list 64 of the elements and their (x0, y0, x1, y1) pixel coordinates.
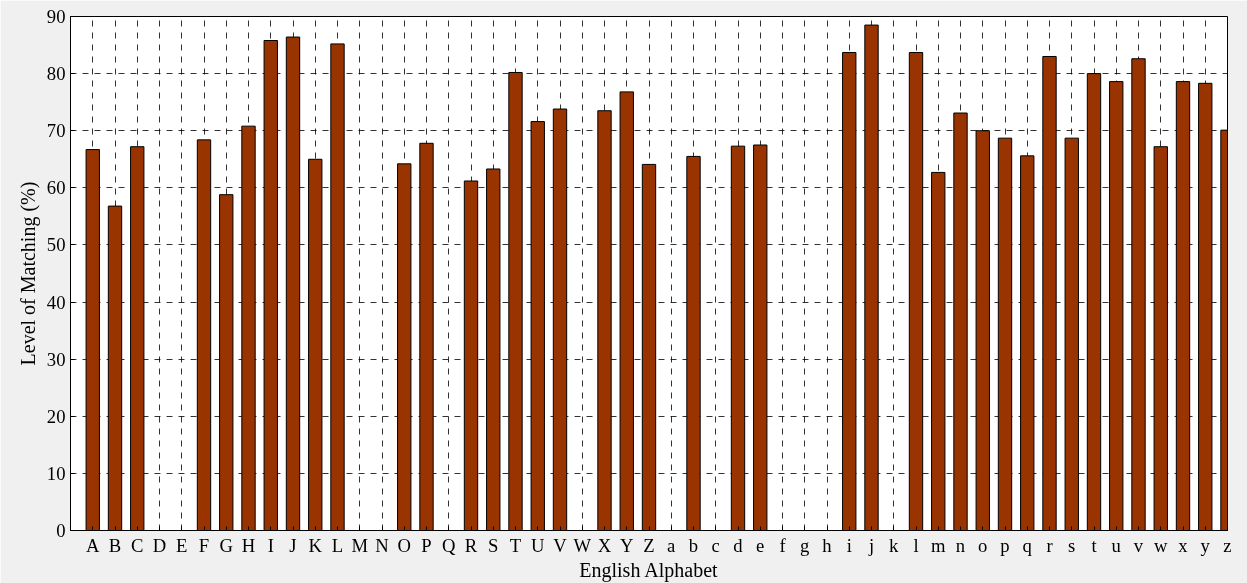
x-tick-label: v (1133, 534, 1144, 556)
x-axis-title: English Alphabet (579, 558, 719, 582)
x-tick-label: R (464, 534, 478, 556)
x-tick-label: T (509, 534, 522, 556)
x-tick-label: e (756, 534, 765, 556)
x-tick-label: b (688, 534, 699, 556)
x-tick-label: n (955, 534, 966, 556)
x-tick-label: S (488, 534, 499, 556)
x-tick-label: m (930, 534, 946, 556)
x-tick-label: Q (442, 534, 457, 556)
y-tick-label: 30 (46, 348, 66, 370)
y-tick-label: 90 (46, 6, 66, 27)
x-tick-label: t (1091, 534, 1098, 556)
y-tick-label: 10 (46, 462, 66, 484)
x-tick-label: k (889, 534, 900, 556)
x-tick-label: A (86, 534, 101, 556)
x-tick-label: q (1022, 534, 1032, 556)
x-tick-label: I (267, 534, 274, 556)
y-tick-label: 20 (46, 405, 66, 427)
x-tick-label: V (553, 534, 568, 556)
x-tick-label: Z (643, 534, 655, 556)
x-tick-label: D (152, 534, 167, 556)
x-tick-label: h (822, 534, 833, 556)
x-tick-label: y (1200, 534, 1211, 556)
x-tick-label: x (1178, 534, 1189, 556)
x-tick-label: c (711, 534, 720, 556)
x-tick-label: W (573, 534, 592, 556)
x-tick-label: f (779, 534, 787, 556)
x-tick-label: o (978, 534, 988, 556)
x-tick-label: d (733, 534, 744, 556)
x-tick-label: E (176, 534, 188, 556)
x-tick-label: X (597, 534, 612, 556)
x-tick-label: M (351, 534, 369, 556)
y-tick-label: 50 (46, 234, 66, 256)
y-axis-title: Level of Matching (%) (16, 181, 40, 366)
y-tick-label: 70 (46, 120, 66, 142)
x-tick-label: O (397, 534, 411, 556)
x-tick-label: C (131, 534, 144, 556)
x-tick-label: u (1111, 534, 1122, 556)
y-tick-label: 0 (56, 520, 66, 541)
y-tick-label: 60 (46, 177, 66, 199)
y-tick-label: 80 (46, 63, 66, 85)
x-tick-label: B (108, 534, 122, 556)
x-tick-label: l (913, 534, 919, 556)
x-tick-label: g (800, 534, 810, 556)
x-tick-label: G (219, 534, 233, 556)
x-tick-label: j (867, 534, 875, 556)
x-tick-label: P (421, 534, 432, 556)
x-tick-label: H (241, 534, 256, 556)
x-tick-label: p (1000, 534, 1010, 556)
y-tick-label: 40 (46, 291, 66, 313)
x-tick-label: Y (620, 534, 634, 556)
x-tick-label: i (846, 534, 852, 556)
x-tick-label: r (1046, 534, 1054, 556)
x-tick-label: L (331, 534, 344, 556)
x-tick-label: N (375, 534, 390, 556)
x-tick-label: s (1068, 534, 1076, 556)
x-tick-label: U (531, 534, 546, 556)
x-tick-label: a (667, 534, 677, 556)
x-tick-label: F (198, 534, 210, 556)
x-tick-label: w (1154, 534, 1169, 556)
x-tick-label: J (289, 534, 297, 556)
x-tick-label: z (1223, 534, 1232, 556)
x-tick-label: K (308, 534, 323, 556)
